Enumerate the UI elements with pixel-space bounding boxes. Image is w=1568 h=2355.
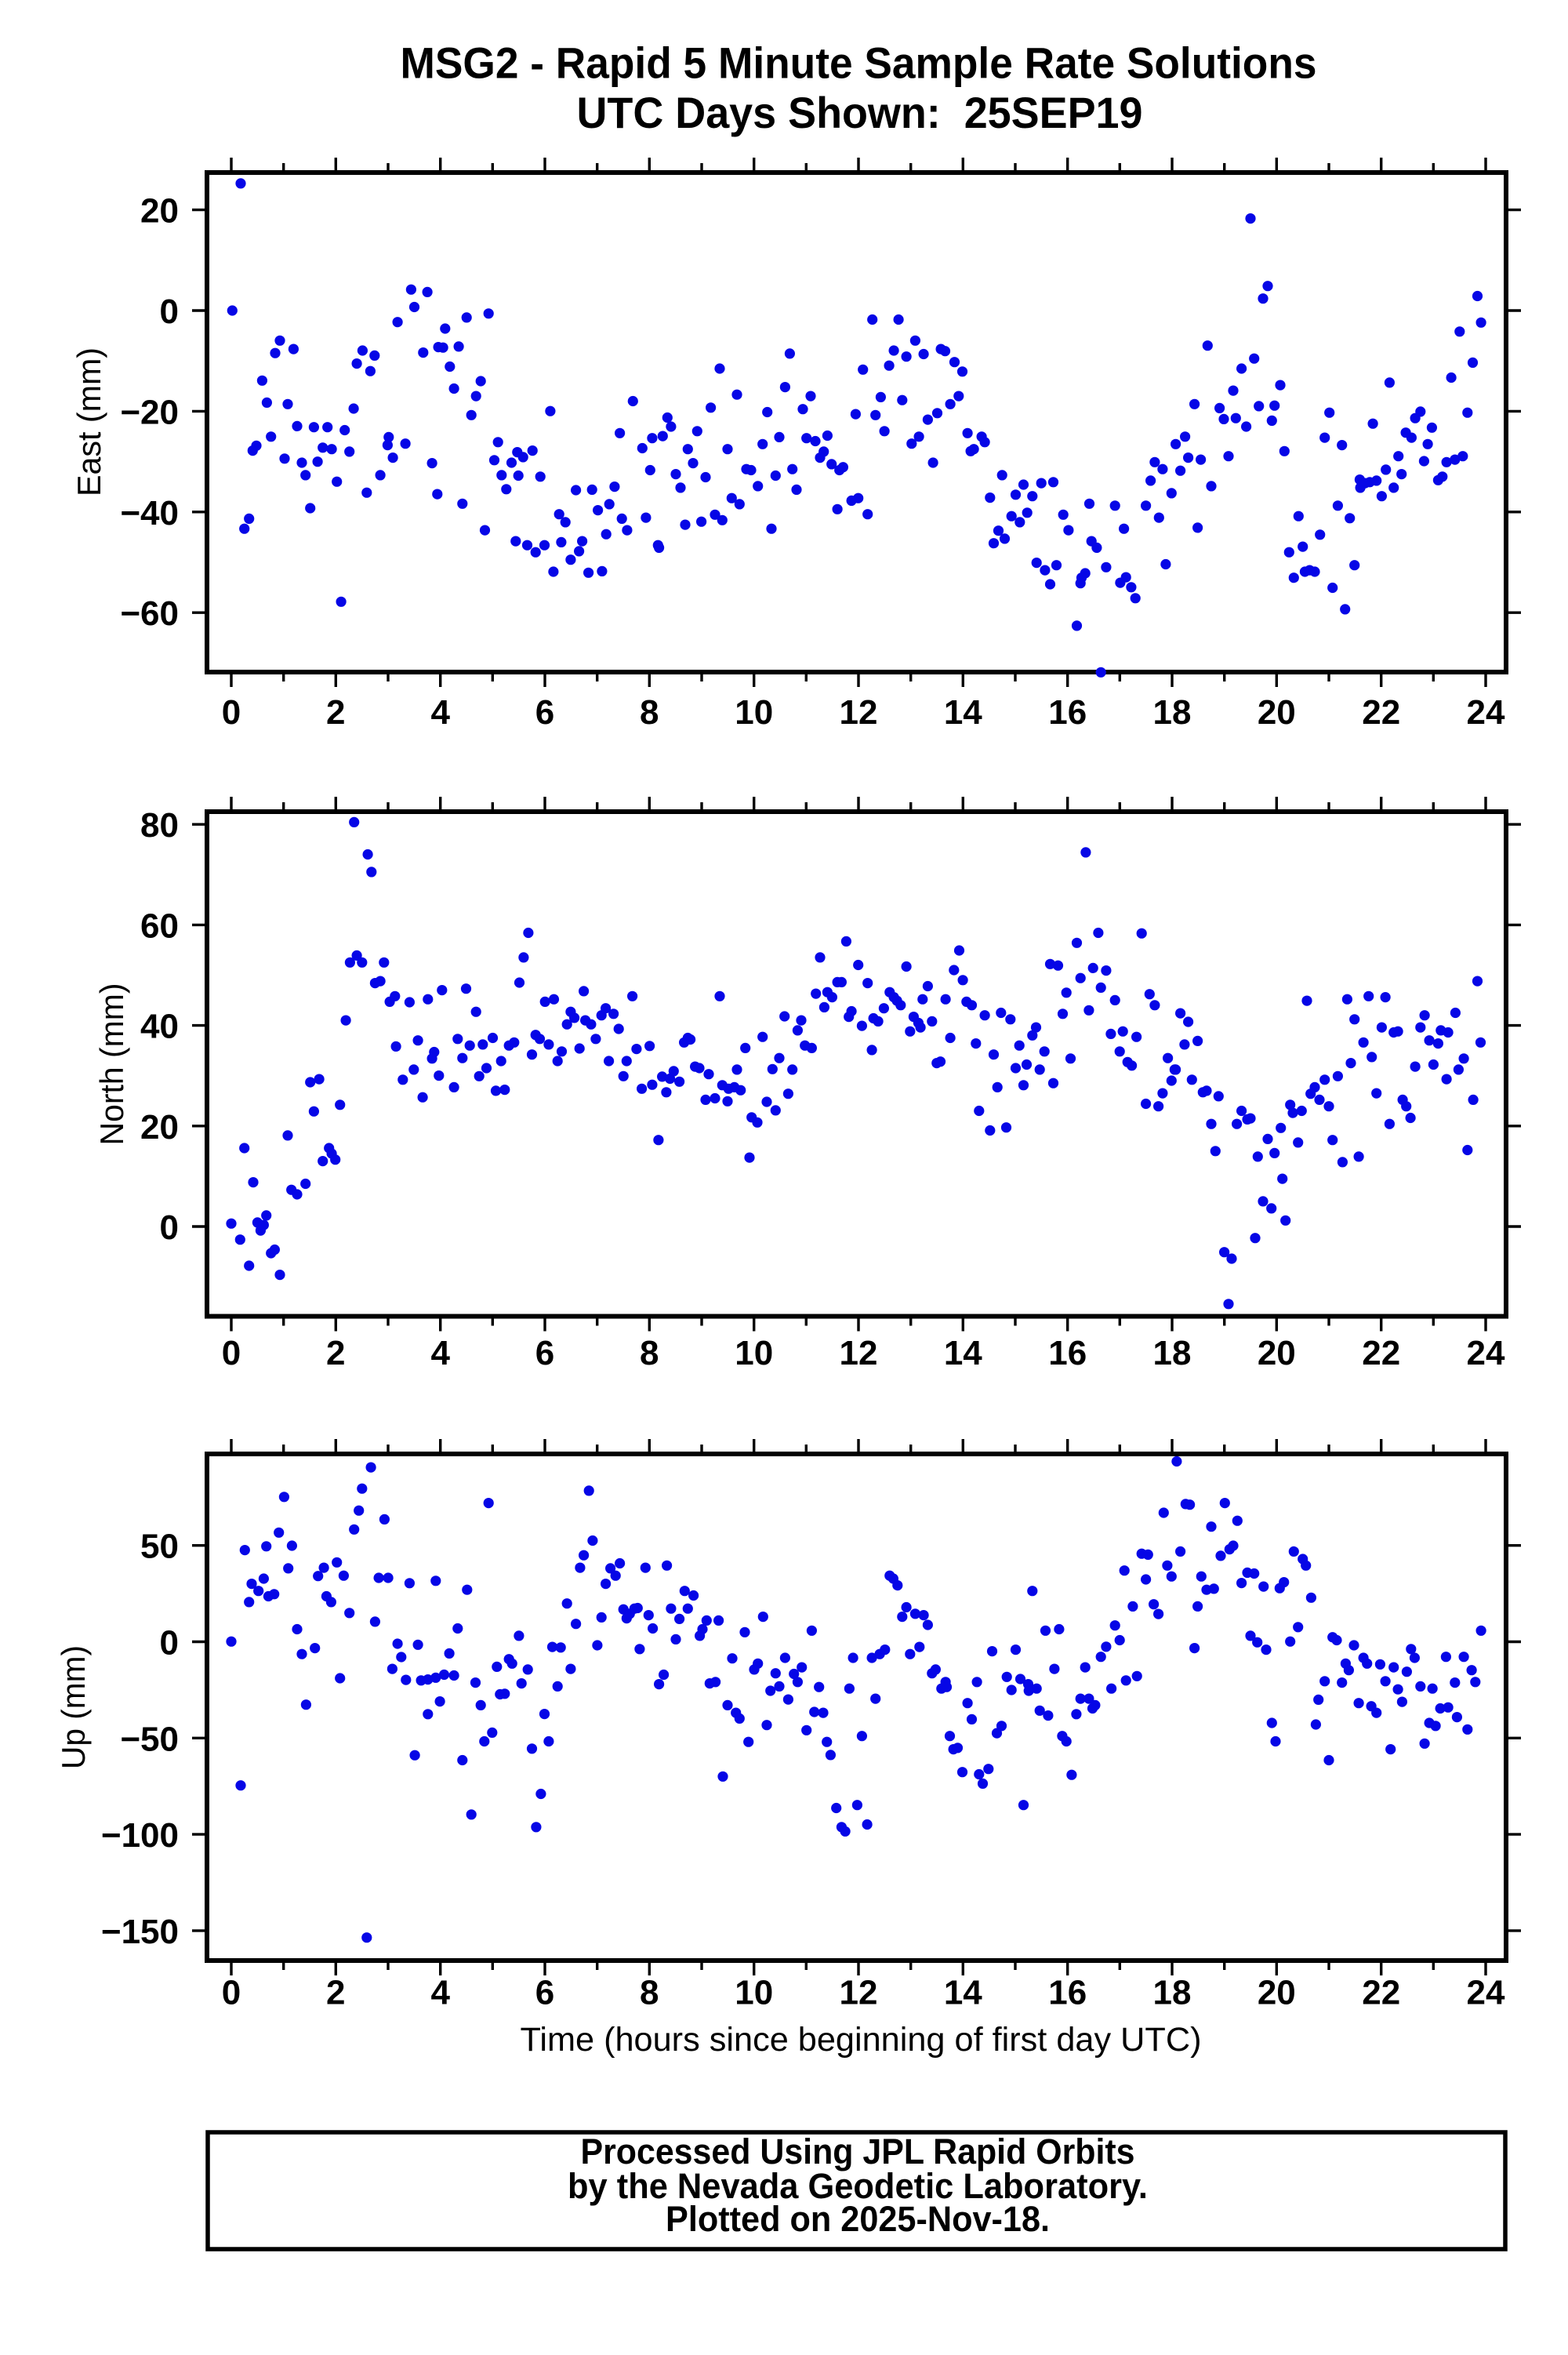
svg-text:12: 12	[840, 1974, 878, 2012]
svg-text:8: 8	[640, 693, 659, 732]
svg-text:0: 0	[222, 693, 241, 732]
svg-text:14: 14	[944, 1334, 982, 1372]
svg-text:6: 6	[535, 693, 554, 732]
svg-text:18: 18	[1153, 693, 1192, 732]
svg-text:10: 10	[735, 693, 773, 732]
svg-text:2: 2	[326, 1334, 345, 1372]
svg-text:0: 0	[222, 1334, 241, 1372]
svg-text:12: 12	[840, 693, 878, 732]
svg-text:8: 8	[640, 1334, 659, 1372]
svg-text:16: 16	[1048, 1974, 1087, 2012]
svg-text:14: 14	[944, 693, 982, 732]
svg-text:10: 10	[735, 1974, 773, 2012]
svg-text:12: 12	[840, 1334, 878, 1372]
svg-text:20: 20	[1258, 1974, 1296, 2012]
svg-text:20: 20	[140, 192, 179, 231]
svg-text:24: 24	[1467, 1334, 1505, 1372]
svg-text:24: 24	[1467, 693, 1505, 732]
svg-text:Plotted on 2025-Nov-18.: Plotted on 2025-Nov-18.	[666, 2199, 1050, 2239]
svg-text:Processed Using JPL Rapid Orbi: Processed Using JPL Rapid Orbits	[581, 2131, 1135, 2171]
svg-text:80: 80	[140, 806, 179, 845]
svg-text:8: 8	[640, 1974, 659, 2012]
svg-text:4: 4	[430, 693, 450, 732]
svg-text:20: 20	[1258, 693, 1296, 732]
svg-text:−100: −100	[101, 1816, 179, 1855]
svg-text:0: 0	[160, 1208, 179, 1247]
svg-text:10: 10	[735, 1334, 773, 1372]
svg-text:UTC Days Shown: 25SEP19: UTC Days Shown: 25SEP19	[577, 88, 1143, 137]
svg-text:24: 24	[1467, 1974, 1505, 2012]
svg-text:East (mm): East (mm)	[71, 347, 107, 496]
svg-text:18: 18	[1153, 1974, 1192, 2012]
svg-text:6: 6	[535, 1334, 554, 1372]
svg-text:0: 0	[160, 1624, 179, 1663]
svg-text:50: 50	[140, 1528, 179, 1566]
svg-text:0: 0	[160, 293, 179, 331]
svg-text:18: 18	[1153, 1334, 1192, 1372]
svg-text:4: 4	[430, 1974, 450, 2012]
svg-text:22: 22	[1362, 693, 1400, 732]
svg-text:2: 2	[326, 693, 345, 732]
svg-text:22: 22	[1362, 1334, 1400, 1372]
svg-text:−50: −50	[120, 1720, 179, 1758]
svg-text:16: 16	[1048, 693, 1087, 732]
svg-text:−40: −40	[120, 494, 179, 532]
svg-text:14: 14	[944, 1974, 982, 2012]
svg-text:22: 22	[1362, 1974, 1400, 2012]
svg-text:20: 20	[1258, 1334, 1296, 1372]
svg-text:MSG2 - Rapid 5 Minute Sample R: MSG2 - Rapid 5 Minute Sample Rate Soluti…	[401, 38, 1317, 88]
svg-text:2: 2	[326, 1974, 345, 2012]
svg-text:60: 60	[140, 907, 179, 945]
svg-text:20: 20	[140, 1108, 179, 1147]
svg-text:Up (mm): Up (mm)	[55, 1645, 92, 1769]
svg-text:6: 6	[535, 1974, 554, 2012]
svg-text:4: 4	[430, 1334, 450, 1372]
svg-text:by the Nevada Geodetic Laborat: by the Nevada Geodetic Laboratory.	[568, 2166, 1148, 2206]
svg-text:Time (hours since beginning of: Time (hours since beginning of first day…	[521, 2021, 1202, 2059]
svg-text:−150: −150	[101, 1913, 179, 1951]
svg-text:16: 16	[1048, 1334, 1087, 1372]
svg-text:40: 40	[140, 1008, 179, 1046]
svg-text:−60: −60	[120, 594, 179, 633]
svg-text:−20: −20	[120, 393, 179, 431]
svg-text:North (mm): North (mm)	[93, 983, 130, 1146]
svg-text:0: 0	[222, 1974, 241, 2012]
